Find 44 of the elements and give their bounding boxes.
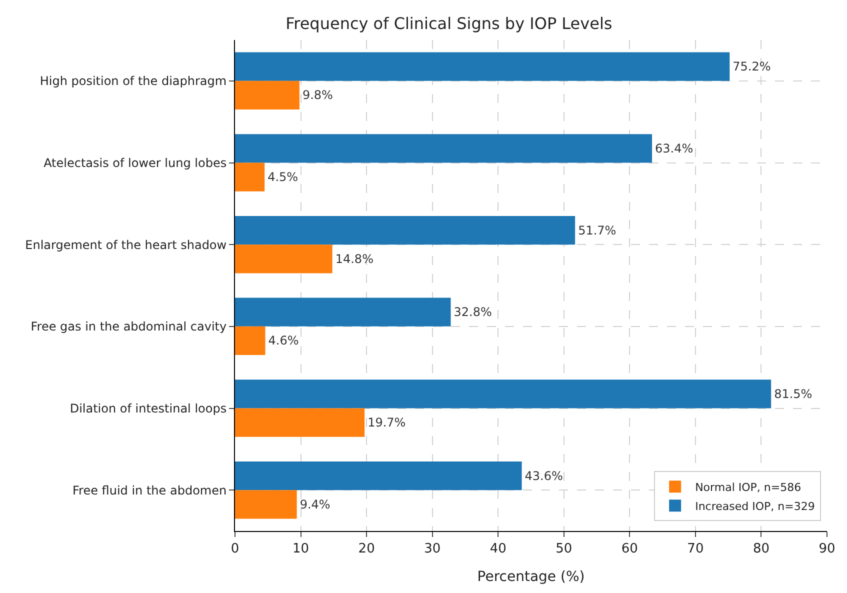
bar [235,490,297,519]
bar [235,162,265,192]
bar [235,134,652,163]
bar [235,52,730,81]
y-tick-label: Free gas in the abdominal cavity [30,320,227,334]
bar [235,216,576,245]
y-tick-label: Free fluid in the abdomen [72,483,227,498]
x-tick-label: 70 [687,542,704,557]
data-label: 43.6% [524,468,563,483]
y-tick-label: Atelectasis of lower lung lobes [44,156,227,170]
bar [235,326,266,356]
data-label: 51.7% [578,223,616,238]
x-axis-title: Percentage (%) [477,568,585,585]
x-tick-label: 60 [621,542,638,557]
data-label: 32.8% [454,305,492,320]
x-tick-label: 80 [752,542,770,557]
data-label: 14.8% [335,252,374,266]
y-tick-label: Dilation of intestinal loops [70,401,227,416]
data-label: 9.4% [300,497,330,512]
data-label: 4.6% [268,334,299,348]
legend-label: Increased IOP, n=329 [695,500,815,513]
x-tick-label: 30 [424,542,441,557]
bar [235,298,451,326]
x-tick-label: 20 [358,542,375,557]
bar [235,80,300,110]
bar [235,244,332,274]
x-tick-label: 10 [292,542,310,557]
x-tick-label: 0 [230,542,240,557]
bar [235,380,772,408]
data-label: 75.2% [732,60,771,74]
data-label: 9.8% [302,88,333,102]
data-label: 19.7% [368,416,406,430]
legend-label: Normal IOP, n=586 [695,480,802,494]
x-tick-label: 40 [490,542,506,557]
x-tick-label: 50 [556,542,572,557]
bar [235,461,522,490]
data-label: 63.4% [655,141,694,156]
data-label: 81.5% [774,386,812,401]
data-label: 4.5% [268,170,298,184]
chart-title: Frequency of Clinical Signs by IOP Levels [286,14,612,33]
x-tick-label: 90 [818,542,836,557]
bar [235,408,365,437]
y-tick-label: Enlargement of the heart shadow [25,238,227,252]
y-tick-label: High position of the diaphragm [40,74,227,88]
